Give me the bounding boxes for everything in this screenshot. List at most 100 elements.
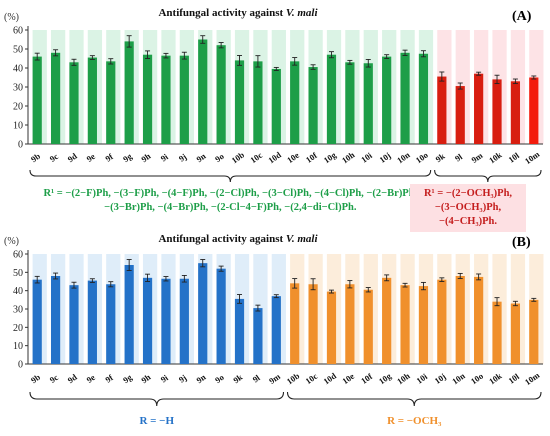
x-tick-label: 9m (267, 371, 282, 386)
x-tick-label: 9f (103, 372, 115, 384)
x-tick-label: 10l (506, 150, 521, 165)
chart-title: Antifungal activity against V. mali (158, 233, 318, 245)
bar (382, 56, 392, 144)
bar (290, 283, 300, 364)
x-tick-label: 9g (121, 151, 134, 164)
x-tick-label: 10b (285, 370, 302, 386)
x-tick-label: 10h (340, 149, 357, 165)
group-brace (29, 391, 285, 407)
bar (87, 280, 97, 364)
bar (234, 298, 245, 364)
bar (161, 55, 171, 144)
bar (363, 63, 373, 144)
x-tick-label: 9n (194, 151, 207, 164)
bar (69, 285, 79, 364)
x-tick-label: 10n (450, 370, 467, 386)
y-tick-label: 30 (13, 305, 23, 316)
bar (345, 284, 355, 364)
group-label: −(3−OCH₃)Ph, (435, 202, 502, 213)
y-tick-label: 0 (18, 360, 23, 371)
x-tick-label: 10e (340, 371, 356, 386)
bar (492, 79, 502, 144)
bar (529, 77, 539, 144)
x-tick-label: 9e (84, 151, 96, 164)
bar (271, 296, 281, 364)
group-brace (29, 169, 432, 183)
x-tick-label: 10f (304, 150, 319, 165)
x-tick-label: 9l (453, 151, 465, 163)
bar (437, 279, 447, 364)
bar (253, 308, 263, 364)
x-tick-label: 10m (523, 149, 542, 166)
panel-label: (B) (512, 235, 531, 250)
bar (216, 268, 226, 364)
bar (363, 289, 373, 364)
y-axis-label: (%) (4, 12, 19, 23)
chart-title-italic: V. mali (286, 233, 319, 245)
group-label-highlight (410, 184, 526, 232)
x-tick-label: 10d (266, 149, 283, 165)
bar (142, 277, 153, 364)
bar (510, 81, 521, 144)
x-tick-label: 9b (29, 372, 42, 385)
y-tick-label: 10 (13, 121, 23, 132)
x-tick-label: 9l (251, 372, 263, 384)
group-brace (434, 169, 542, 183)
group-label: R¹ = −(2−F)Ph, −(3−F)Ph, −(4−F)Ph, −(2−C… (43, 188, 417, 199)
x-tick-label: 9i (159, 151, 171, 163)
x-tick-label: 10d (321, 370, 338, 386)
bar (216, 45, 226, 145)
x-tick-label: 10o (469, 371, 485, 387)
panel-label: (A) (512, 9, 532, 24)
chart-title: Antifungal activity against V. mali (158, 7, 318, 19)
group-label: −(4−CH₃)Ph. (439, 216, 497, 227)
x-tick-label: 9k (231, 372, 244, 385)
x-tick-label: 10k (487, 149, 504, 165)
x-tick-label: 9c (48, 372, 60, 385)
x-tick-label: 9d (66, 372, 79, 385)
x-tick-label: 9h (139, 151, 152, 164)
bar (179, 55, 189, 144)
x-tick-label: 10h (395, 370, 412, 386)
bar (198, 263, 208, 364)
x-tick-label: 10i (414, 371, 429, 386)
bar (400, 52, 410, 144)
y-tick-label: 50 (13, 268, 23, 279)
x-tick-label: 10m (523, 370, 542, 387)
bar (69, 62, 79, 144)
bar (142, 54, 153, 145)
bar (50, 276, 61, 364)
y-tick-label: 30 (13, 83, 23, 94)
x-tick-label: 9h (139, 372, 152, 385)
bar (455, 276, 465, 364)
bar (308, 67, 318, 144)
bar (455, 86, 465, 144)
group-brace (286, 391, 542, 407)
bar (418, 53, 429, 144)
group-label: R = −OCH₃ (387, 415, 442, 427)
bar (437, 76, 447, 144)
x-tick-label: 9n (194, 372, 207, 385)
x-tick-label: 9b (29, 151, 42, 164)
chart-panel-a: Antifungal activity against V. mali (A) (%… (4, 7, 544, 232)
y-tick-label: 50 (13, 45, 23, 56)
group-label: −(3−Br)Ph, −(4−Br)Ph, −(2-Cl−4−F)Ph, −(2… (104, 202, 357, 213)
x-tick-label: 9g (121, 372, 134, 385)
chart-title-italic: V. mali (286, 7, 319, 19)
x-tick-label: 10b (230, 149, 247, 165)
bar (234, 60, 245, 144)
x-tick-label: 10f (359, 371, 374, 386)
x-tick-label: 10g (377, 370, 394, 386)
x-tick-label: 9e (84, 372, 96, 385)
x-tick-label: 10c (303, 371, 319, 386)
group-label: R = −H (139, 415, 174, 427)
x-tick-label: 9o (213, 372, 226, 385)
bar (529, 299, 539, 364)
x-tick-label: 10k (487, 370, 504, 386)
bar (106, 284, 116, 364)
y-tick-label: 60 (13, 26, 23, 37)
bar (32, 279, 42, 364)
y-tick-label: 20 (13, 323, 23, 334)
x-tick-label: 9c (48, 151, 60, 164)
